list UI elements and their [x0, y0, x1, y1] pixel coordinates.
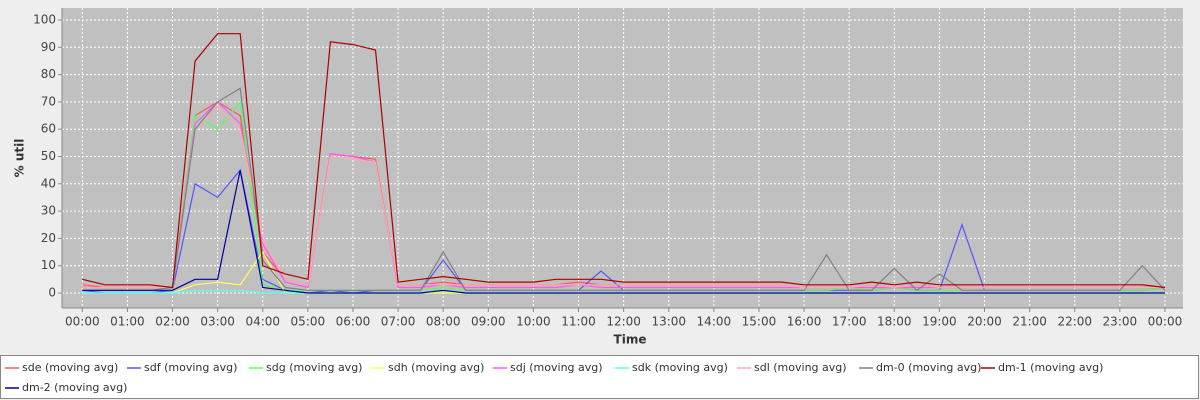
x-tick-label: 00:00	[65, 315, 100, 329]
y-tick-label: 10	[41, 258, 56, 272]
x-tick-label: 22:00	[1057, 315, 1092, 329]
legend-label: dm-1 (moving avg)	[998, 361, 1103, 374]
series-line	[82, 33, 1166, 289]
y-tick-label: 100	[33, 13, 56, 27]
y-tick-label: 80	[41, 67, 56, 81]
legend-label: sdj (moving avg)	[510, 361, 603, 374]
y-axis-title: % util	[13, 139, 27, 178]
x-tick-label: 13:00	[651, 315, 686, 329]
y-tick-label: 0	[48, 285, 56, 299]
legend-label: sdk (moving avg)	[632, 361, 728, 374]
legend-label: sdg (moving avg)	[266, 361, 362, 374]
y-tick-label: 90	[41, 40, 56, 54]
x-tick-label: 05:00	[291, 315, 326, 329]
legend-label: sde (moving avg)	[22, 361, 118, 374]
legend-box	[0, 355, 1199, 399]
plot-area	[62, 8, 1183, 308]
x-tick-label: 03:00	[200, 315, 235, 329]
legend-label: sdf (moving avg)	[144, 361, 237, 374]
y-tick-label: 50	[41, 149, 56, 163]
y-tick-label: 20	[41, 231, 56, 245]
x-tick-label: 06:00	[336, 315, 371, 329]
y-tick-label: 60	[41, 122, 56, 136]
y-tick-label: 70	[41, 94, 56, 108]
x-tick-label: 18:00	[877, 315, 912, 329]
x-tick-label: 20:00	[967, 315, 1002, 329]
x-tick-label: 17:00	[832, 315, 867, 329]
x-tick-label: 08:00	[426, 315, 461, 329]
series-line	[82, 169, 1165, 294]
legend-label: dm-2 (moving avg)	[22, 381, 127, 394]
x-tick-label: 10:00	[516, 315, 551, 329]
x-tick-label: 01:00	[110, 315, 145, 329]
y-tick-label: 30	[41, 204, 56, 218]
series-line	[82, 106, 1165, 289]
x-axis-title: Time	[614, 333, 647, 347]
legend-label: sdh (moving avg)	[388, 361, 484, 374]
x-tick-label: 04:00	[245, 315, 280, 329]
x-tick-label: 15:00	[742, 315, 777, 329]
x-tick-label: 12:00	[606, 315, 641, 329]
x-tick-label: 07:00	[381, 315, 416, 329]
x-tick-label: 02:00	[155, 315, 190, 329]
x-tick-label: 11:00	[561, 315, 596, 329]
legend-label: sdl (moving avg)	[754, 361, 847, 374]
y-tick-label: 40	[41, 176, 56, 190]
x-tick-label: 23:00	[1103, 315, 1138, 329]
legend-label: dm-0 (moving avg)	[876, 361, 981, 374]
x-tick-label: 21:00	[1012, 315, 1047, 329]
x-tick-label: 00:00	[1148, 315, 1183, 329]
x-tick-label: 19:00	[922, 315, 957, 329]
x-tick-label: 16:00	[787, 315, 822, 329]
x-tick-label: 14:00	[697, 315, 732, 329]
x-tick-label: 09:00	[471, 315, 506, 329]
